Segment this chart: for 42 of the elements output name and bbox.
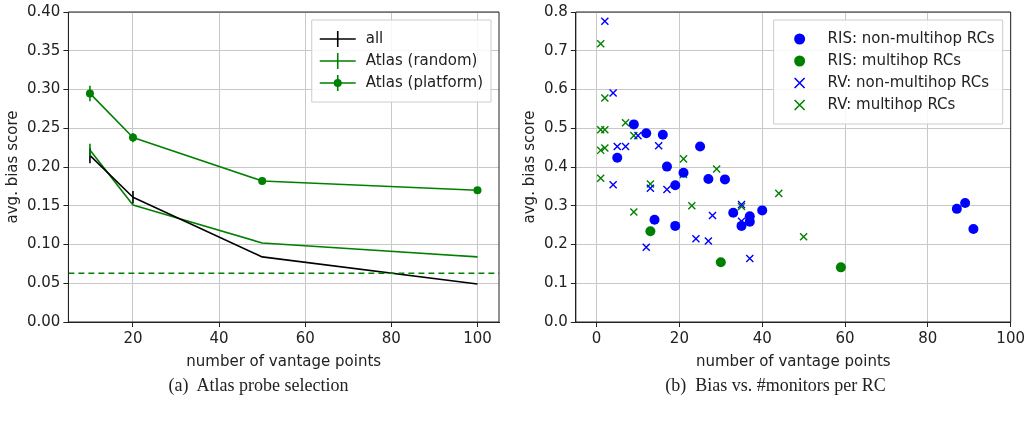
x-tick-label: 80 bbox=[918, 328, 938, 347]
y-axis-title: avg. bias score bbox=[519, 110, 538, 224]
x-tick-label: 40 bbox=[209, 328, 229, 347]
x-tick-label: 40 bbox=[752, 328, 772, 347]
x-tick-label: 60 bbox=[835, 328, 855, 347]
x-tick-label: 20 bbox=[123, 328, 143, 347]
y-tick-label: 0.00 bbox=[26, 311, 61, 330]
y-tick-label: 0.40 bbox=[26, 1, 61, 20]
x-tick-label: 20 bbox=[669, 328, 689, 347]
legend-label: RV: multihop RCs bbox=[827, 94, 956, 113]
y-tick-label: 0.0 bbox=[544, 311, 568, 330]
y-tick-label: 0.05 bbox=[26, 273, 61, 292]
x-tick-label: 100 bbox=[463, 328, 492, 347]
legend-label: RIS: multihop RCs bbox=[827, 50, 962, 69]
legend-label: Atlas (platform) bbox=[365, 72, 483, 91]
y-tick-label: 0.20 bbox=[26, 156, 61, 175]
text: (b) Bias vs. #monitors per RC bbox=[664, 375, 887, 396]
x-tick-label: 60 bbox=[295, 328, 315, 347]
legend-label: RV: non-multihop RCs bbox=[827, 72, 990, 91]
y-tick-label: 0.7 bbox=[544, 40, 568, 59]
y-tick-label: 0.35 bbox=[26, 40, 61, 59]
x-tick-label: 100 bbox=[996, 328, 1026, 347]
text: (a) Atlas probe selection bbox=[167, 375, 350, 396]
x-tick-label: 0 bbox=[591, 328, 602, 347]
legend-label: all bbox=[365, 28, 384, 47]
y-tick-label: 0.6 bbox=[544, 79, 568, 98]
y-tick-label: 0.4 bbox=[544, 156, 568, 175]
y-tick-label: 0.30 bbox=[26, 79, 61, 98]
x-axis-title: number of vantage points bbox=[695, 351, 891, 370]
y-tick-label: 0.1 bbox=[544, 273, 568, 292]
y-tick-label: 0.2 bbox=[544, 234, 568, 253]
y-axis-title: avg. bias score bbox=[2, 110, 21, 224]
y-tick-label: 0.8 bbox=[544, 1, 568, 20]
y-tick-label: 0.3 bbox=[544, 195, 568, 214]
legend-label: Atlas (random) bbox=[365, 50, 478, 69]
x-tick-label: 80 bbox=[381, 328, 401, 347]
y-tick-label: 0.5 bbox=[544, 118, 568, 137]
legend-label: RIS: non-multihop RCs bbox=[827, 28, 995, 47]
y-tick-label: 0.25 bbox=[26, 118, 61, 137]
y-tick-label: 0.10 bbox=[26, 234, 61, 253]
y-tick-label: 0.15 bbox=[26, 195, 61, 214]
x-axis-title: number of vantage points bbox=[186, 351, 382, 370]
